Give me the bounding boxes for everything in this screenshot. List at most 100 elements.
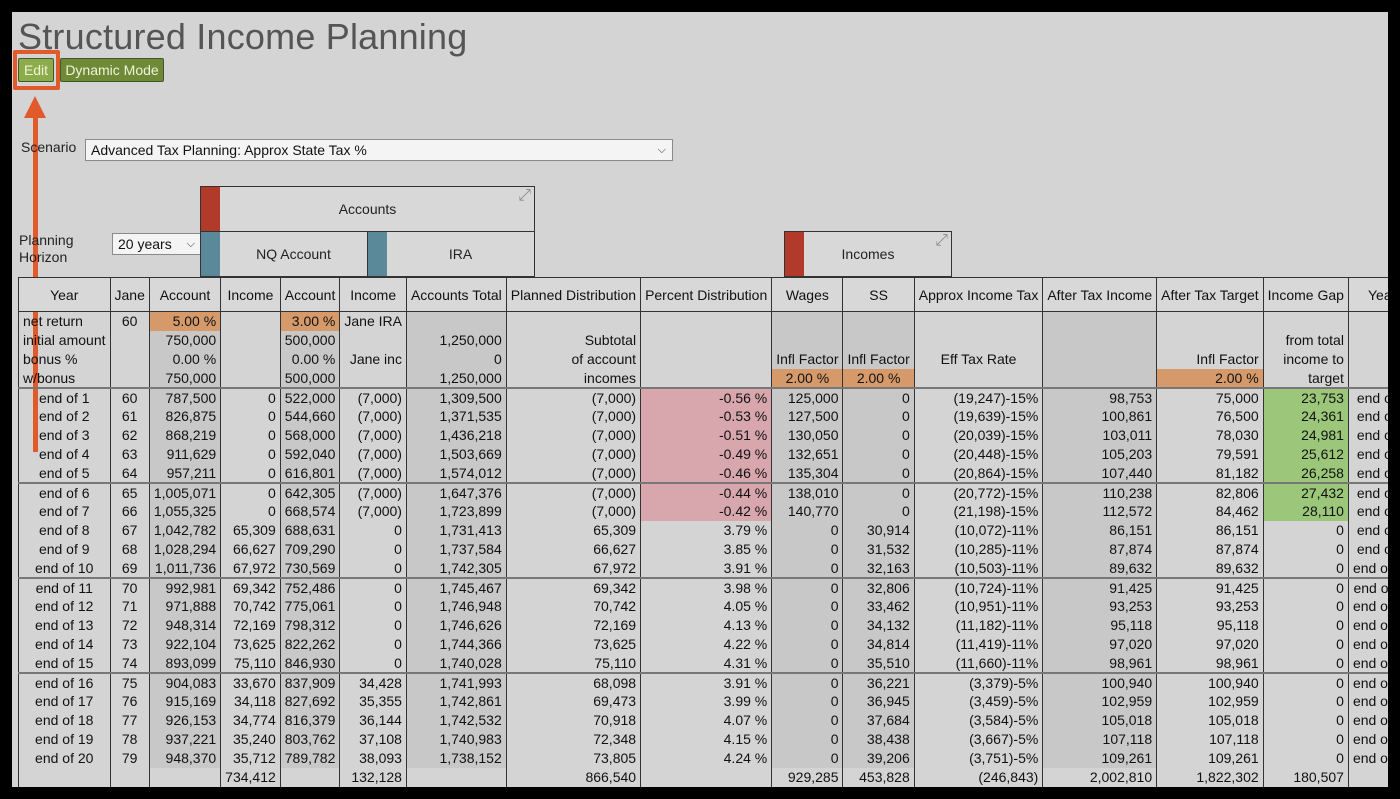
table-cell: end of 6 — [1347, 481, 1388, 502]
table-cell: 30,914 — [842, 520, 915, 540]
table-cell[interactable]: 0.00 % — [148, 349, 222, 369]
table-cell: 642,305 — [279, 481, 341, 502]
scenario-value: Advanced Tax Planning: Approx State Tax … — [91, 142, 367, 158]
table-cell: (7,000) — [339, 386, 407, 407]
table-cell — [640, 767, 773, 787]
table-cell: 1,744,366 — [405, 634, 507, 654]
table-cell: end of 13 — [18, 615, 111, 635]
scenario-select[interactable]: Advanced Tax Planning: Approx State Tax … — [85, 139, 673, 161]
table-cell: 87,874 — [1156, 539, 1264, 559]
table-cell: 937,221 — [148, 729, 222, 749]
table-cell[interactable]: 5.00 % — [148, 311, 222, 331]
table-cell: Jane IRA — [339, 311, 407, 331]
edit-button[interactable]: Edit — [18, 58, 54, 82]
table-cell: 775,061 — [279, 596, 341, 616]
table-row: end of 13 72 948,314 72,169 798,312 0 1,746,62… — [18, 615, 1388, 635]
table-cell: 70,742 — [505, 596, 642, 616]
collapse-icon[interactable]: ⤢ — [518, 187, 531, 204]
table-cell: 0 — [339, 576, 407, 597]
table-cell: 816,379 — [279, 710, 341, 730]
table-cell — [913, 311, 1044, 331]
table-cell: 66 — [109, 501, 150, 521]
table-cell: 69 — [109, 558, 150, 578]
table-cell: 0 — [1262, 691, 1349, 711]
table-cell: 65 — [109, 481, 150, 502]
table-cell[interactable]: 0.00 % — [279, 349, 341, 369]
table-cell: 0 — [842, 444, 915, 464]
table-cell — [505, 311, 642, 331]
column-header: SS — [842, 277, 915, 312]
table-cell: 66,627 — [505, 539, 642, 559]
table-cell: 992,981 — [148, 576, 222, 597]
table-cell: 60 — [109, 311, 150, 331]
table-cell: 803,762 — [279, 729, 341, 749]
table-cell: 77 — [109, 710, 150, 730]
collapse-icon[interactable]: ⤢ — [935, 232, 948, 249]
table-cell — [842, 330, 915, 350]
table-cell: 107,118 — [1042, 729, 1158, 749]
table-cell: 28,110 — [1262, 501, 1349, 521]
dynamic-mode-button[interactable]: Dynamic Mode — [60, 58, 164, 82]
table-cell: 75,110 — [505, 653, 642, 673]
table-cell: 38,093 — [339, 748, 407, 768]
table-cell: 110,238 — [1042, 481, 1158, 502]
table-cell: 60 — [109, 386, 150, 407]
column-header: After Tax Income — [1042, 277, 1158, 312]
table-cell — [1042, 311, 1158, 331]
table-cell: 86,151 — [1042, 520, 1158, 540]
table-cell[interactable]: 2.00 % — [1156, 368, 1264, 388]
table-cell: Subtotal — [505, 330, 642, 350]
table-cell: (3,667)-5% — [913, 729, 1044, 749]
table-cell: -0.49 % — [640, 444, 773, 464]
table-cell: Eff Tax Rate — [913, 349, 1044, 369]
table-cell: end of 9 — [1347, 539, 1388, 559]
table-cell: 709,290 — [279, 539, 341, 559]
table-cell: 752,486 — [279, 576, 341, 597]
table-cell: 35,510 — [842, 653, 915, 673]
table-cell: 0 — [771, 691, 844, 711]
table-cell: end of 3 — [18, 425, 111, 445]
table-cell: 1,042,782 — [148, 520, 222, 540]
table-row: end of 4 63 911,629 0 592,040 (7,000) 1,503,66… — [18, 444, 1388, 464]
column-header: Year — [1347, 277, 1388, 312]
table-cell: 0 — [220, 406, 281, 426]
table-cell: 87,874 — [1042, 539, 1158, 559]
incomes-group-header: Incomes ⤢ — [784, 231, 952, 277]
table-cell: (11,182)-11% — [913, 615, 1044, 635]
table-cell: (20,039)-15% — [913, 425, 1044, 445]
table-cell — [1347, 330, 1388, 350]
table-cell: 33,670 — [220, 671, 281, 692]
table-cell[interactable]: 3.00 % — [279, 311, 341, 331]
table-cell: 38,438 — [842, 729, 915, 749]
table-cell: end of 17 — [1347, 691, 1388, 711]
table-cell: 1,731,413 — [405, 520, 507, 540]
planning-horizon-select[interactable]: 20 years ⌵ — [112, 233, 202, 255]
table-row: end of 20 79 948,370 35,712 789,782 38,093 1,7… — [18, 748, 1388, 768]
table-cell: 81,182 — [1156, 463, 1264, 483]
table-cell: end of 13 — [1347, 615, 1388, 635]
table-cell: 1,741,993 — [405, 671, 507, 692]
column-header: Wages — [771, 277, 844, 312]
table-cell: end of 11 — [18, 576, 111, 597]
table-cell: 668,574 — [279, 501, 341, 521]
table-cell: 1,742,305 — [405, 558, 507, 578]
ira-group-header: IRA — [367, 231, 535, 277]
column-header: Accounts Total — [405, 277, 507, 312]
table-cell[interactable]: 750,000 — [148, 330, 222, 350]
incomes-group-label: Incomes — [841, 246, 895, 262]
table-cell: end of 8 — [1347, 520, 1388, 540]
table-cell: end of 5 — [18, 463, 111, 483]
table-cell: 3.98 % — [640, 576, 773, 597]
table-cell: 904,083 — [148, 671, 222, 692]
table-cell: 132,128 — [339, 767, 407, 787]
table-cell: 26,258 — [1262, 463, 1349, 483]
edit-highlight-box — [13, 50, 60, 90]
table-cell[interactable]: 2.00 % — [771, 368, 844, 388]
table-cell: 0 — [405, 349, 507, 369]
table-cell: 915,169 — [148, 691, 222, 711]
table-cell: end of 1 — [18, 386, 111, 407]
table-cell: 33,462 — [842, 596, 915, 616]
table-cell[interactable]: 500,000 — [279, 330, 341, 350]
table-cell: 66,627 — [220, 539, 281, 559]
table-cell[interactable]: 2.00 % — [842, 368, 915, 388]
